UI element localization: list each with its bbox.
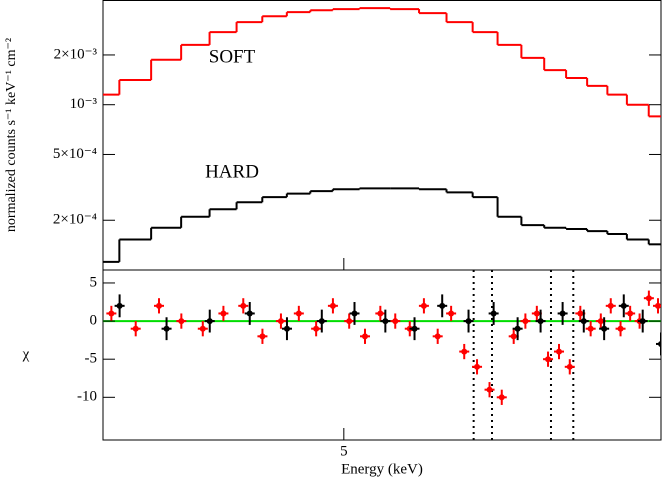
- data-point: [580, 318, 587, 325]
- data-point: [220, 310, 227, 317]
- y-axis-title: normalized counts s⁻¹ keV⁻¹ cm⁻²: [4, 38, 19, 232]
- bottom-frame: [102, 269, 662, 441]
- y-axis-title: χ: [22, 346, 30, 362]
- data-point: [556, 348, 563, 355]
- data-point: [654, 302, 661, 309]
- data-point: [313, 325, 320, 332]
- data-point: [645, 295, 652, 302]
- data-point: [559, 310, 566, 317]
- data-point: [620, 302, 627, 309]
- data-point: [411, 325, 418, 332]
- data-point: [382, 318, 389, 325]
- y-tick-label: -10: [77, 389, 97, 405]
- data-point: [329, 302, 336, 309]
- data-point: [277, 318, 284, 325]
- data-point: [240, 302, 247, 309]
- data-point: [283, 325, 290, 332]
- data-point: [617, 325, 624, 332]
- data-point: [206, 318, 213, 325]
- data-point: [351, 310, 358, 317]
- series-label: HARD: [205, 161, 259, 182]
- y-tick-label: -5: [85, 351, 98, 367]
- data-point: [439, 302, 446, 309]
- plot-area: [103, 7, 661, 263]
- data-point: [163, 325, 170, 332]
- data-point: [259, 333, 266, 340]
- data-point: [448, 310, 455, 317]
- data-point: [514, 325, 521, 332]
- x-tick-label: 5: [340, 443, 348, 459]
- data-point: [601, 325, 608, 332]
- data-point: [639, 318, 646, 325]
- data-point: [178, 318, 185, 325]
- plot-area: [103, 270, 661, 440]
- data-point: [465, 318, 472, 325]
- data-point: [486, 386, 493, 393]
- data-point: [392, 318, 399, 325]
- data-point: [199, 325, 206, 332]
- data-point: [295, 310, 302, 317]
- data-point: [627, 310, 634, 317]
- data-point: [498, 394, 505, 401]
- data-point: [566, 363, 573, 370]
- y-tick-label: 5: [90, 274, 98, 290]
- data-point: [490, 310, 497, 317]
- data-point: [434, 333, 441, 340]
- x-axis-title: Energy (keV): [341, 461, 423, 477]
- data-point: [597, 318, 604, 325]
- data-point: [377, 310, 384, 317]
- data-point: [108, 310, 115, 317]
- y-tick-label: 2×10⁻³: [54, 46, 98, 62]
- data-point: [246, 310, 253, 317]
- data-point: [587, 325, 594, 332]
- data-point: [533, 310, 540, 317]
- series-label: SOFT: [209, 46, 256, 67]
- data-point: [132, 325, 139, 332]
- y-tick-label: 5×10⁻⁴: [53, 146, 97, 162]
- data-point: [537, 318, 544, 325]
- data-point: [318, 318, 325, 325]
- data-point: [522, 318, 529, 325]
- data-point: [420, 302, 427, 309]
- y-tick-label: 0: [90, 313, 98, 329]
- data-point: [361, 333, 368, 340]
- data-point: [346, 318, 353, 325]
- data-point: [116, 302, 123, 309]
- y-tick-label: 2×10⁻⁴: [53, 212, 97, 228]
- y-tick-label: 10⁻³: [70, 96, 98, 112]
- data-point: [658, 340, 661, 347]
- data-point: [156, 302, 163, 309]
- data-point: [474, 363, 481, 370]
- data-point: [577, 310, 584, 317]
- data-point: [545, 356, 552, 363]
- data-point: [461, 348, 468, 355]
- data-point: [510, 333, 517, 340]
- data-point: [607, 302, 614, 309]
